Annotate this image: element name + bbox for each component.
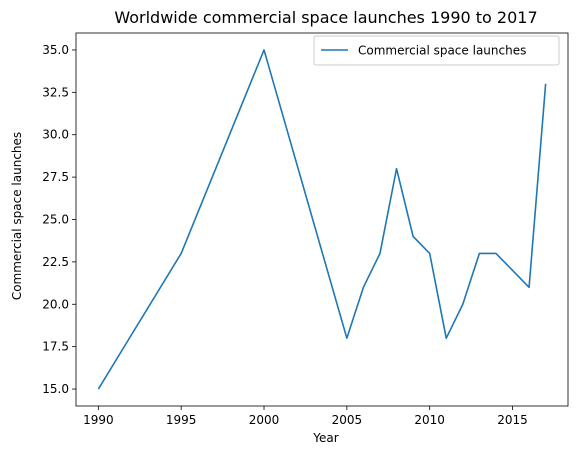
legend: Commercial space launches: [313, 35, 560, 66]
y-tick-label: 27.5: [42, 170, 69, 184]
x-tick-label: 2015: [497, 413, 528, 427]
x-tick-label: 1990: [83, 413, 114, 427]
y-tick-label: 32.5: [42, 85, 69, 99]
y-tick-label: 15.0: [42, 382, 69, 396]
y-tick-label: 17.5: [42, 340, 69, 354]
x-tick-label: 2000: [249, 413, 280, 427]
x-tick-label: 1995: [166, 413, 197, 427]
x-tick-label: 2010: [414, 413, 445, 427]
y-tick-label: 35.0: [42, 43, 69, 57]
x-axis-label: Year: [312, 431, 338, 445]
y-axis-label: Commercial space launches: [10, 132, 24, 300]
legend-label: Commercial space launches: [358, 44, 526, 58]
chart-title: Worldwide commercial space launches 1990…: [114, 8, 537, 27]
plot-area: 1990 1995 2000 2005 2010 2015 15.0 17.5 20.0 22.5…: [42, 32, 569, 427]
y-tick-label: 30.0: [42, 128, 69, 142]
y-tick-label: 25.0: [42, 213, 69, 227]
y-tick-label: 22.5: [42, 255, 69, 269]
y-tick-label: 20.0: [42, 297, 69, 311]
x-tick-label: 2005: [332, 413, 363, 427]
legend-box: [313, 35, 560, 66]
